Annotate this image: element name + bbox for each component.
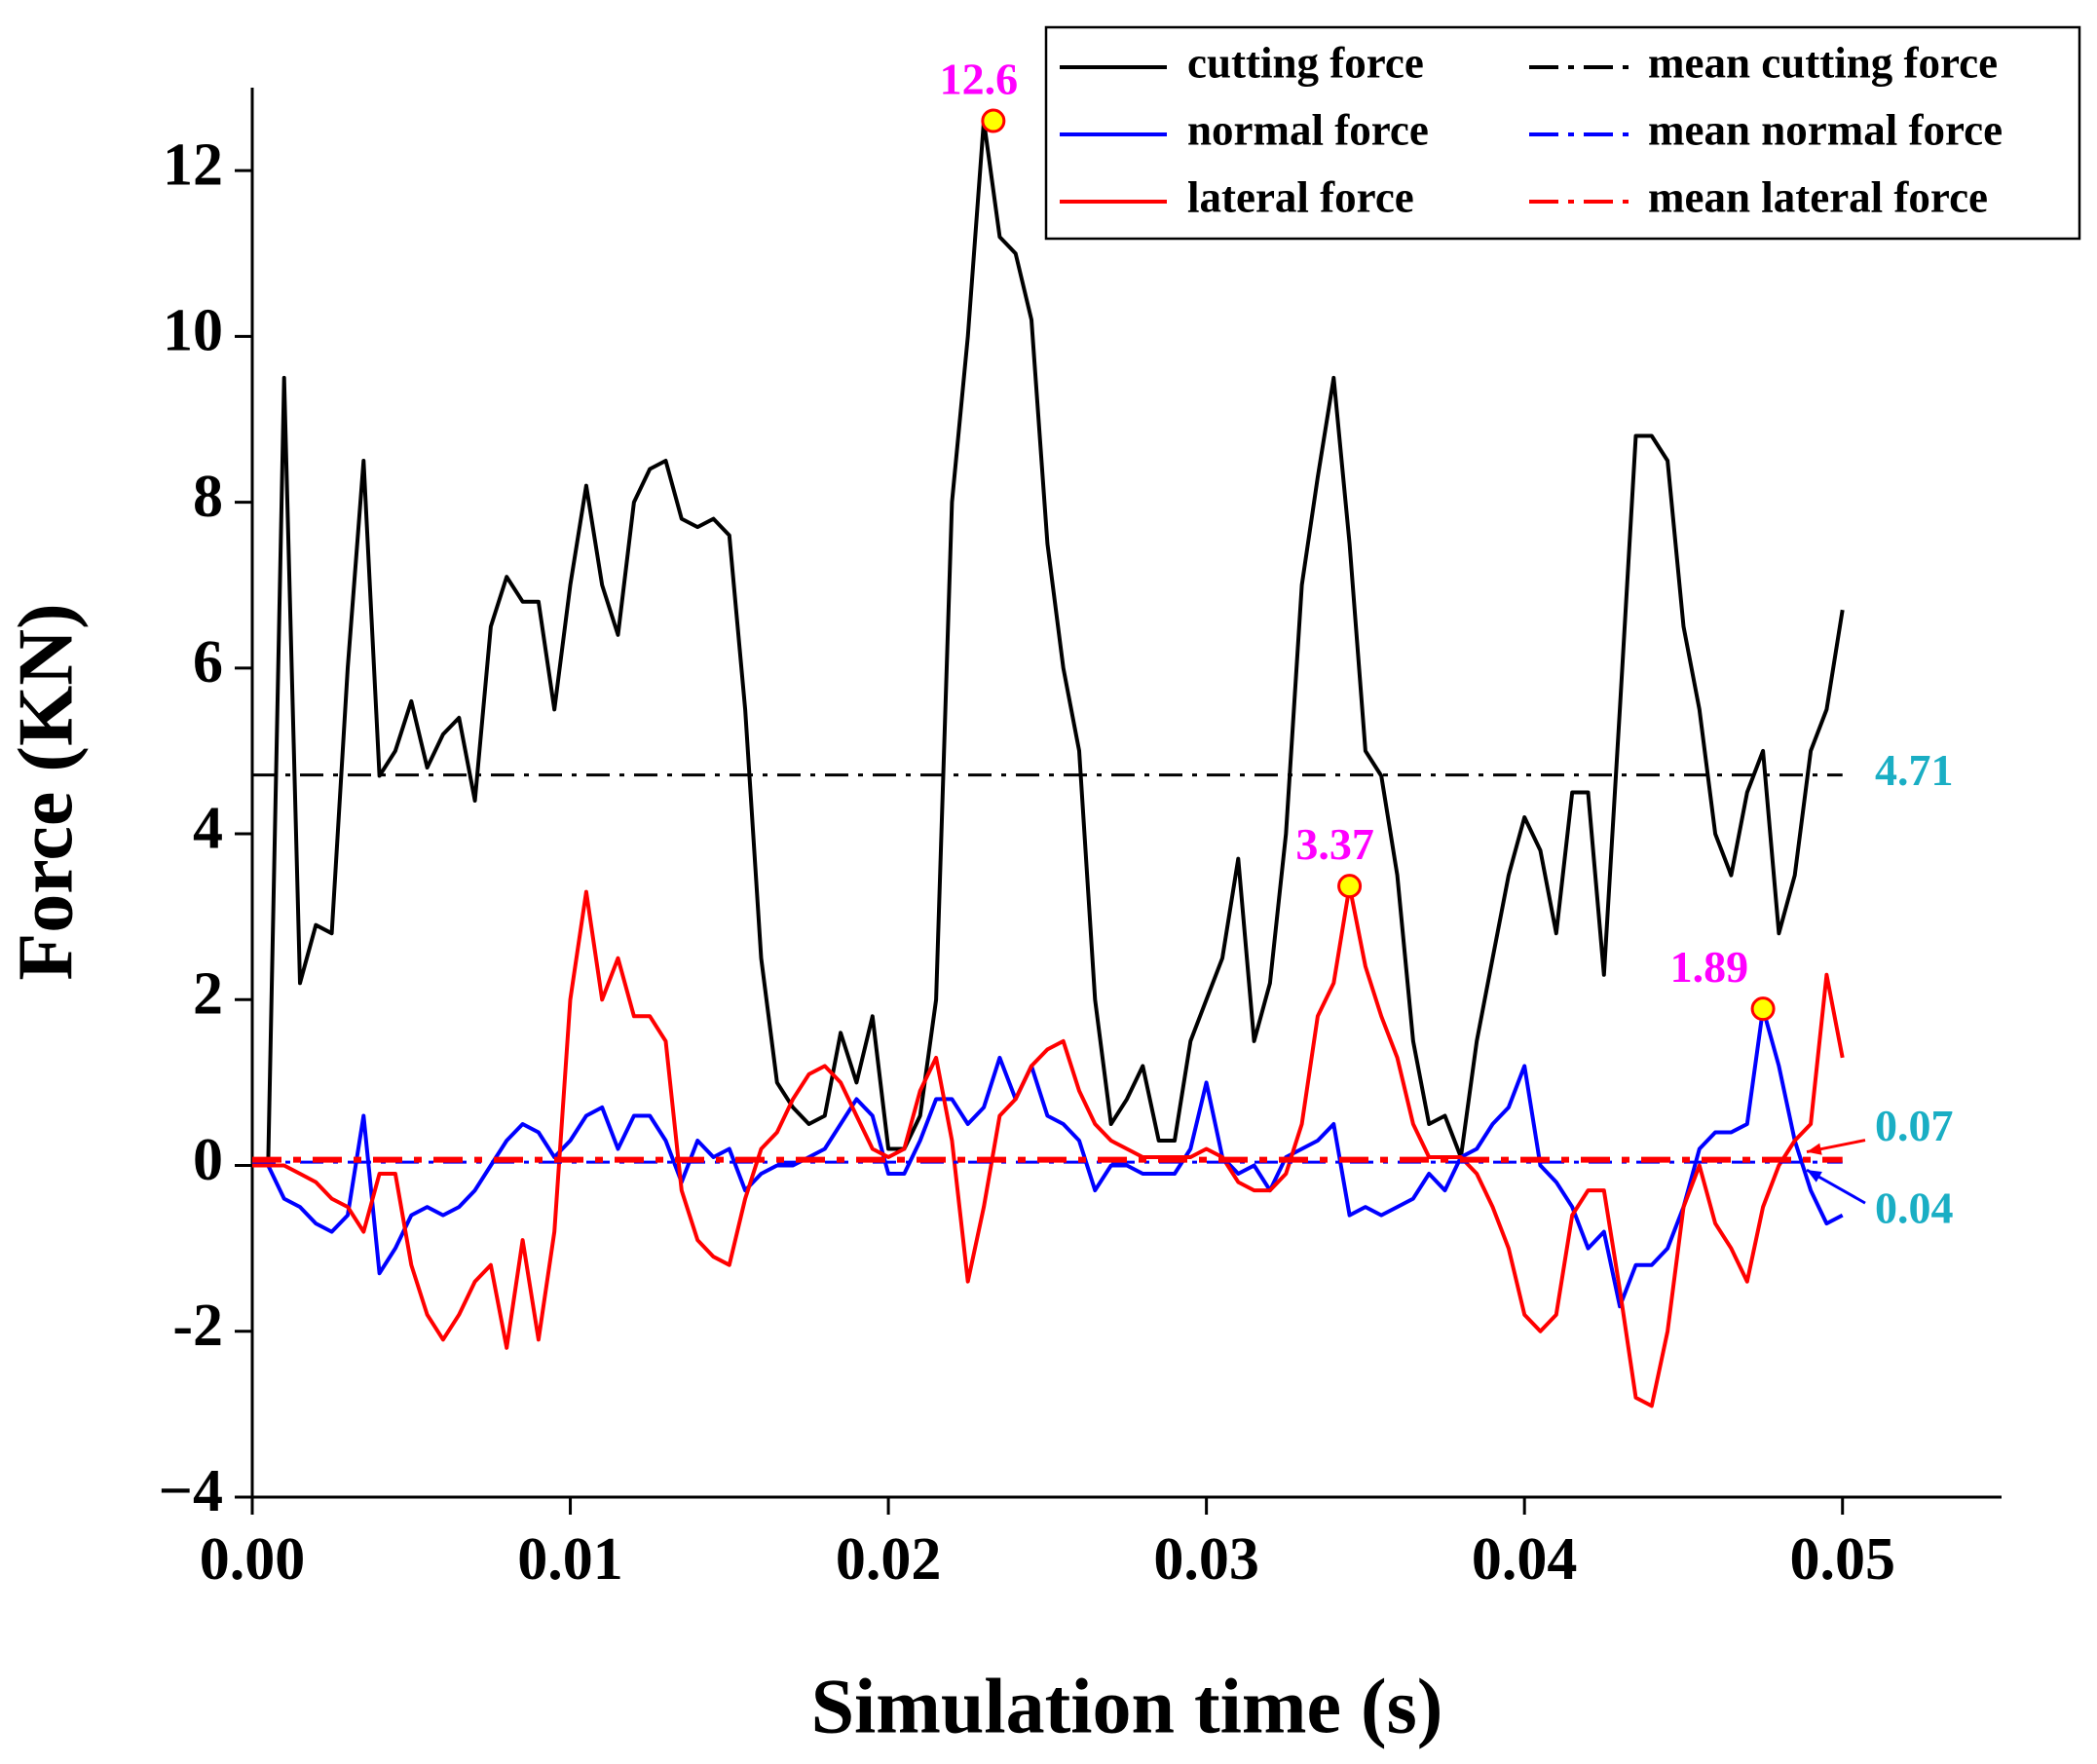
peak-label: 1.89 [1670, 942, 1749, 992]
mean-label: 0.07 [1875, 1101, 1954, 1150]
peak-label: 3.37 [1295, 819, 1374, 869]
y-tick-label: 10 [163, 298, 223, 364]
mean-arrowhead [1807, 1143, 1822, 1155]
peak-marker [1750, 996, 1776, 1022]
peak-marker [1337, 874, 1363, 899]
y-tick-label: -2 [172, 1293, 223, 1359]
legend-label: mean normal force [1648, 105, 2003, 154]
y-tick-label: 2 [193, 961, 223, 1028]
x-tick-label: 0.01 [517, 1526, 623, 1593]
legend-label: cutting force [1187, 38, 1424, 87]
legend-label: normal force [1187, 105, 1429, 154]
x-axis-title: Simulation time (s) [811, 1664, 1443, 1749]
series-line [252, 1006, 1844, 1309]
legend-label: mean lateral force [1648, 172, 1988, 221]
y-tick-label: 0 [193, 1127, 223, 1193]
y-tick-label: −4 [159, 1458, 223, 1524]
y-tick-label: 6 [193, 629, 223, 695]
peak-label: 12.6 [940, 55, 1019, 104]
mean-label: 4.71 [1875, 745, 1954, 795]
y-tick-label: 8 [193, 464, 223, 530]
x-tick-label: 0.05 [1789, 1526, 1895, 1593]
y-tick-label: 4 [193, 795, 223, 861]
legend-label: mean cutting force [1648, 38, 1998, 87]
y-tick-label: 12 [163, 131, 223, 198]
x-tick-label: 0.04 [1472, 1526, 1578, 1593]
mean-label: 0.04 [1875, 1183, 1954, 1233]
x-tick-label: 0.02 [836, 1526, 942, 1593]
series-line [252, 883, 1845, 1408]
peak-marker [981, 108, 1006, 133]
x-tick-label: 0.03 [1153, 1526, 1259, 1593]
series-line [252, 119, 1845, 1168]
mean-arrowhead [1807, 1170, 1822, 1182]
legend-label: lateral force [1187, 172, 1414, 221]
legend-box [1044, 25, 2081, 241]
y-axis-title: Force (KN) [3, 603, 89, 980]
x-tick-label: 0.00 [200, 1526, 306, 1593]
